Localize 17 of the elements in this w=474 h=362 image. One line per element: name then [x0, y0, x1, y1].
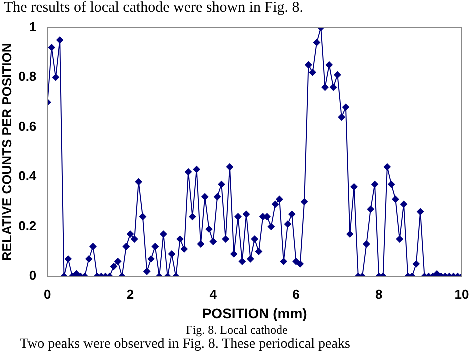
- x-tick-label: 4: [210, 286, 218, 302]
- y-tick-label: 0.6: [18, 118, 37, 134]
- y-tick-label: 0.4: [18, 168, 38, 184]
- text: Two peaks were observed in Fig. 8. These periodical peaks: [19, 337, 352, 353]
- y-axis-title: RELATIVE COUNTS PER POSITION: [0, 43, 14, 262]
- y-tick-label: 1: [29, 19, 37, 34]
- text: The results of local cathode were shown in Fig. 8.: [3, 0, 305, 17]
- y-tick-label: 0: [29, 268, 37, 284]
- caption: Fig. 8. Local cathode: [185, 323, 289, 337]
- y-tick-label: 0.2: [18, 218, 37, 234]
- x-tick-label: 0: [44, 286, 52, 302]
- x-tick-label: 6: [292, 286, 300, 302]
- y-tick-label: 0.8: [18, 69, 37, 84]
- x-tick-label: 10: [454, 286, 470, 302]
- x-axis-title: POSITION (mm): [202, 305, 308, 322]
- x-tick-label: 8: [376, 286, 383, 302]
- x-tick-label: 2: [126, 286, 134, 302]
